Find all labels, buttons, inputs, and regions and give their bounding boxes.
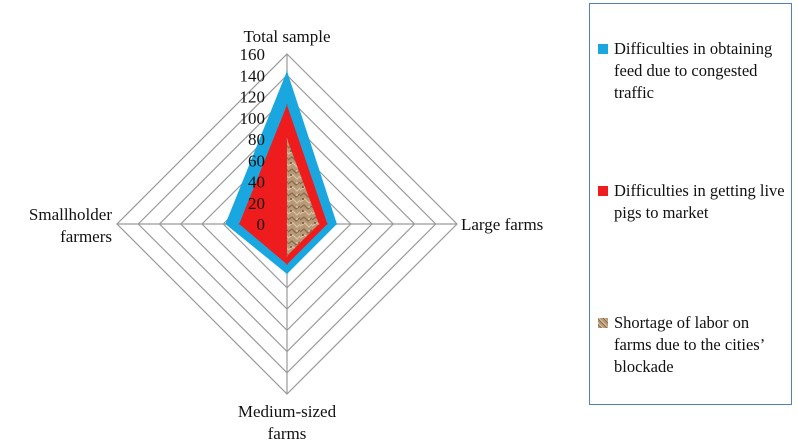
tick-label-160: 160 [240,45,266,64]
tick-label-60: 60 [248,151,265,170]
series-2-point-2 [286,255,288,257]
legend-label-labor: Shortage of labor on farms due to the ci… [614,313,764,376]
tick-label-100: 100 [240,109,266,128]
legend-label-live-pigs: Difficulties in getting live pigs to mar… [614,181,785,222]
legend-swatch-live-pigs [598,186,608,196]
axis-label-1: Large farms [461,215,543,234]
tick-label-20: 20 [248,194,265,213]
tick-label-120: 120 [240,88,266,107]
tick-label-0: 0 [257,215,266,234]
radar-series [224,70,338,275]
radial-tick-labels: 0 20 40 60 80 100 120 140 160 [240,45,266,234]
series-2-point-1 [318,223,320,225]
legend-label-feed: Difficulties in obtaining feed due to co… [614,39,773,102]
series-0-point-0 [286,70,288,72]
legend-entry-live-pigs: Difficulties in getting live pigs to mar… [598,180,790,224]
tick-label-40: 40 [248,173,265,192]
axis-label-0: Total sample [243,27,330,46]
series-1-point-0 [286,104,288,106]
series-area-2 [287,139,319,256]
series-1-point-1 [326,223,328,225]
legend-entry-labor: Shortage of labor on farms due to the ci… [598,312,790,378]
tick-label-80: 80 [248,130,265,149]
legend-swatch-labor [598,318,608,328]
series-2-point-0 [286,138,288,140]
series-0-point-1 [336,223,338,225]
legend-entry-feed: Difficulties in obtaining feed due to co… [598,38,790,104]
series-0-point-3 [224,223,226,225]
series-1-point-3 [238,223,240,225]
axis-label-3: Smallholder farmers [29,205,112,246]
series-2-point-3 [286,223,288,225]
axis-labels: Total sample Large farms Medium-sized farms… [29,27,543,443]
legend: Difficulties in obtaining feed due to co… [589,3,792,405]
axis-label-2: Medium-sized farms [238,402,337,443]
series-0-point-2 [286,273,288,275]
series-1-point-2 [286,263,288,265]
legend-swatch-feed [598,44,608,54]
tick-label-140: 140 [240,66,266,85]
